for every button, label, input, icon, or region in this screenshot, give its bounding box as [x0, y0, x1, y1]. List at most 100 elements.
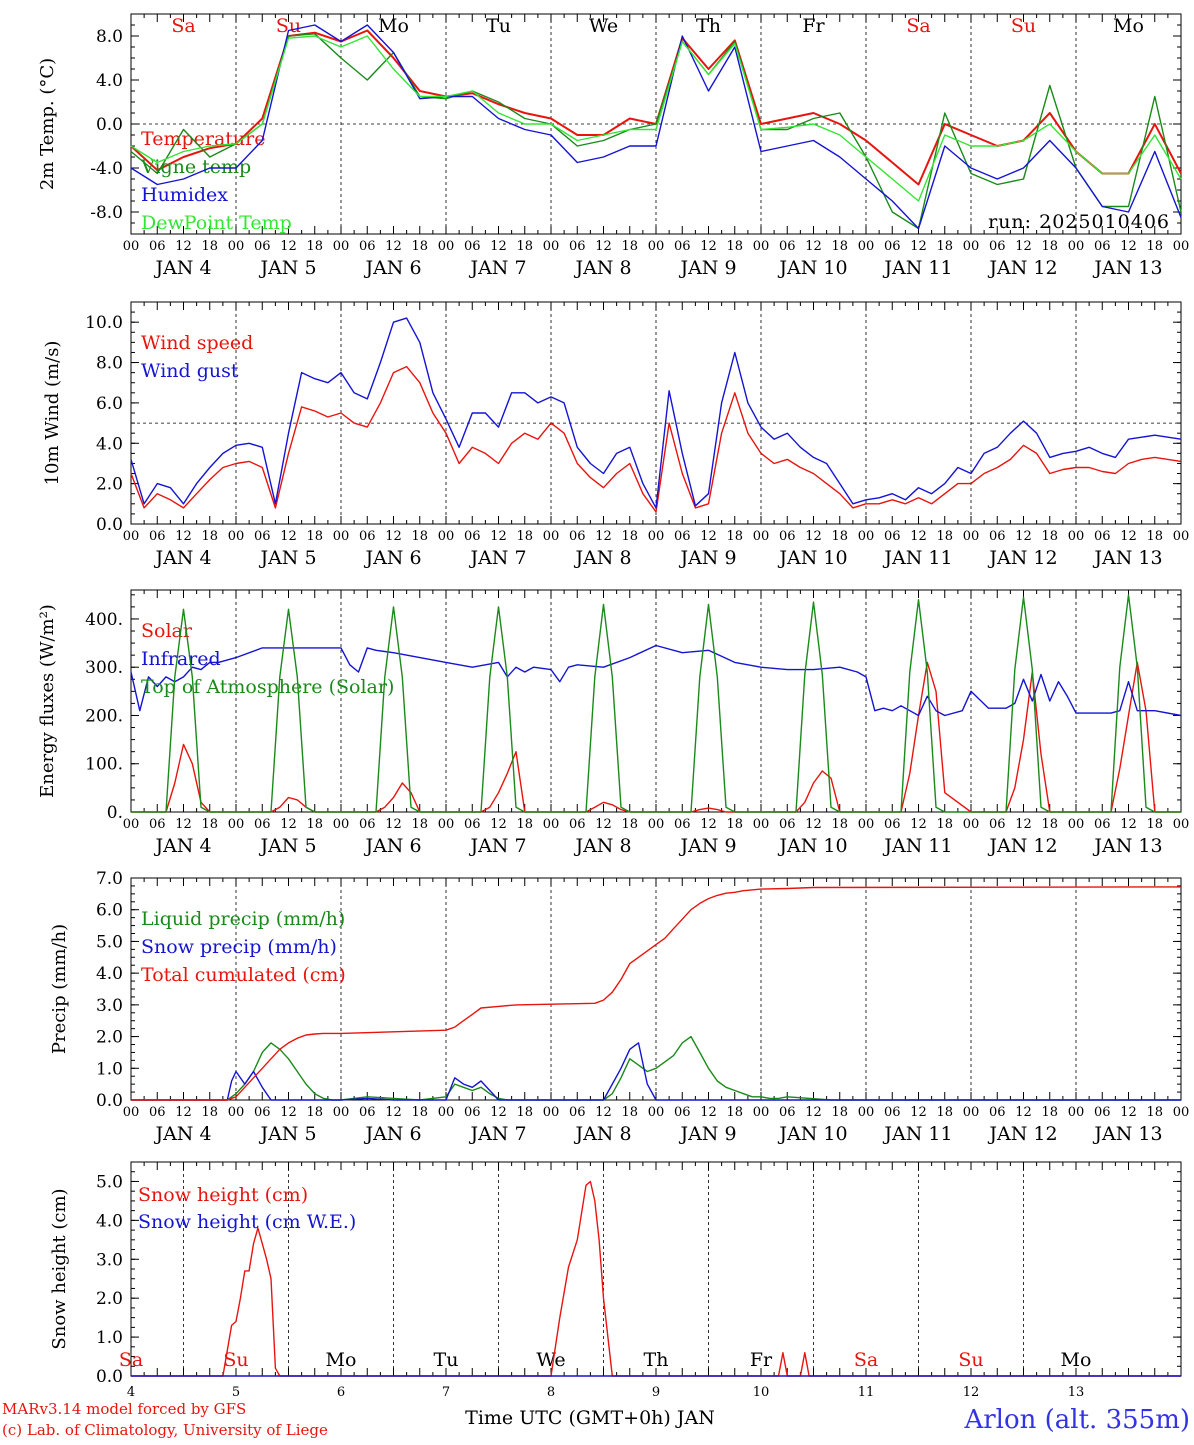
- x-hour-label: 12: [805, 1105, 822, 1120]
- x-hour-label: 00: [333, 239, 350, 254]
- x-hour-label: 18: [726, 817, 743, 832]
- x-hour-label: 00: [228, 529, 245, 544]
- x-hour-label: 18: [1146, 239, 1163, 254]
- x-hour-label: 18: [306, 817, 323, 832]
- x-date-label: JAN 10: [777, 547, 847, 569]
- y-tick-label: 4.0: [96, 1211, 123, 1231]
- x-hour-label: 06: [464, 529, 481, 544]
- x-hour-label: 00: [1068, 1105, 1085, 1120]
- x-date-label: JAN 7: [468, 257, 526, 279]
- series-line: [130, 317, 1182, 509]
- x-hour-label: 12: [700, 1105, 717, 1120]
- x-hour-label: 18: [831, 239, 848, 254]
- x-hour-label: 12: [1120, 1105, 1137, 1120]
- x-hour-label: 12: [1120, 529, 1137, 544]
- y-tick-label: -8.0: [90, 203, 123, 223]
- x-hour-label: 00: [228, 239, 245, 254]
- x-date-label: JAN 12: [987, 547, 1057, 569]
- legend-entry: Wind speed: [141, 332, 253, 354]
- legend-entry: Liquid precip (mm/h): [141, 908, 345, 930]
- x-hour-label: 00: [228, 1105, 245, 1120]
- x-hour-label: 12: [175, 1105, 192, 1120]
- legend-entry: DewPoint Temp: [141, 212, 292, 234]
- x-hour-label: 00: [858, 817, 875, 832]
- x-hour-label: 06: [989, 239, 1006, 254]
- x-date-label: JAN 6: [363, 547, 421, 569]
- lab-credit: (c) Lab. of Climatology, University of L…: [2, 1421, 328, 1439]
- x-hour-label: 00: [438, 1105, 455, 1120]
- y-tick-label: 3.0: [96, 1250, 123, 1270]
- x-date-label: JAN 4: [153, 835, 211, 857]
- x-hour-label: 00: [123, 529, 140, 544]
- legend-entry: Vigne temp: [140, 156, 251, 178]
- x-hour-label: 06: [359, 817, 376, 832]
- x-hour-label: 18: [306, 239, 323, 254]
- x-date-label: JAN 5: [258, 1123, 316, 1145]
- x-date-label: JAN 11: [882, 1123, 952, 1145]
- x-hour-label: 18: [726, 239, 743, 254]
- x-hour-label: 18: [516, 239, 533, 254]
- x-date-label: JAN 8: [573, 257, 631, 279]
- x-hour-label: 06: [464, 817, 481, 832]
- series-line: [130, 33, 1182, 230]
- y-tick-label: 0.0: [96, 1367, 123, 1387]
- x-hour-label: 00: [963, 239, 980, 254]
- x-hour-label: 12: [805, 239, 822, 254]
- x-day-number: 6: [337, 1385, 345, 1400]
- x-hour-label: 12: [595, 529, 612, 544]
- y-tick-label: 0.0: [96, 1091, 123, 1111]
- y-tick-label: 1.0: [96, 1059, 123, 1079]
- x-hour-label: 00: [753, 1105, 770, 1120]
- x-hour-label: 12: [175, 817, 192, 832]
- x-date-label: JAN 5: [258, 835, 316, 857]
- x-hour-label: 06: [359, 1105, 376, 1120]
- x-hour-label: 00: [858, 239, 875, 254]
- x-hour-label: 00: [1173, 239, 1190, 254]
- x-hour-label: 06: [569, 817, 586, 832]
- y-axis-label: Snow height (cm): [49, 1188, 70, 1349]
- x-date-label: JAN 11: [882, 835, 952, 857]
- x-hour-label: 06: [884, 239, 901, 254]
- legend-entry: Wind gust: [141, 360, 239, 382]
- model-credit: MARv3.14 model forced by GFS: [2, 1400, 246, 1418]
- x-hour-label: 12: [595, 1105, 612, 1120]
- x-hour-label: 18: [621, 1105, 638, 1120]
- x-date-label: JAN 12: [987, 1123, 1057, 1145]
- y-tick-label: 0.: [107, 803, 123, 823]
- x-hour-label: 06: [779, 529, 796, 544]
- x-day-number: 8: [547, 1385, 555, 1400]
- y-tick-label: 2.0: [96, 1289, 123, 1309]
- legend-entry: Snow precip (mm/h): [141, 936, 337, 958]
- x-hour-label: 06: [1094, 529, 1111, 544]
- weekday-label: Mo: [378, 15, 409, 37]
- x-hour-label: 18: [1146, 529, 1163, 544]
- x-date-label: JAN 8: [573, 835, 631, 857]
- x-hour-label: 00: [333, 1105, 350, 1120]
- x-hour-label: 06: [1094, 1105, 1111, 1120]
- x-hour-label: 18: [1041, 817, 1058, 832]
- x-hour-label: 06: [674, 529, 691, 544]
- x-date-label: JAN 11: [882, 547, 952, 569]
- x-hour-label: 12: [1015, 1105, 1032, 1120]
- x-hour-label: 06: [464, 1105, 481, 1120]
- y-tick-label: 4.0: [96, 964, 123, 984]
- weekday-label: Mo: [1061, 1349, 1092, 1371]
- y-tick-label: 4.0: [96, 71, 123, 91]
- x-hour-label: 18: [1041, 529, 1058, 544]
- x-hour-label: 06: [1094, 239, 1111, 254]
- x-date-label: JAN 6: [363, 1123, 421, 1145]
- x-hour-label: 06: [254, 529, 271, 544]
- x-hour-label: 12: [490, 529, 507, 544]
- x-hour-label: 00: [648, 1105, 665, 1120]
- x-hour-label: 12: [280, 239, 297, 254]
- x-hour-label: 06: [674, 239, 691, 254]
- x-date-label: JAN 4: [153, 257, 211, 279]
- panel-1: 0.0 2.0 4.0 6.0 8.0 10.0 10m Wind (m/s) 00 06 12 1…: [42, 301, 1189, 569]
- x-hour-label: 18: [1146, 817, 1163, 832]
- x-hour-label: 18: [1041, 239, 1058, 254]
- x-hour-label: 06: [359, 529, 376, 544]
- x-hour-label: 18: [936, 817, 953, 832]
- x-hour-label: 18: [1041, 1105, 1058, 1120]
- weekday-label: Fr: [750, 1349, 773, 1371]
